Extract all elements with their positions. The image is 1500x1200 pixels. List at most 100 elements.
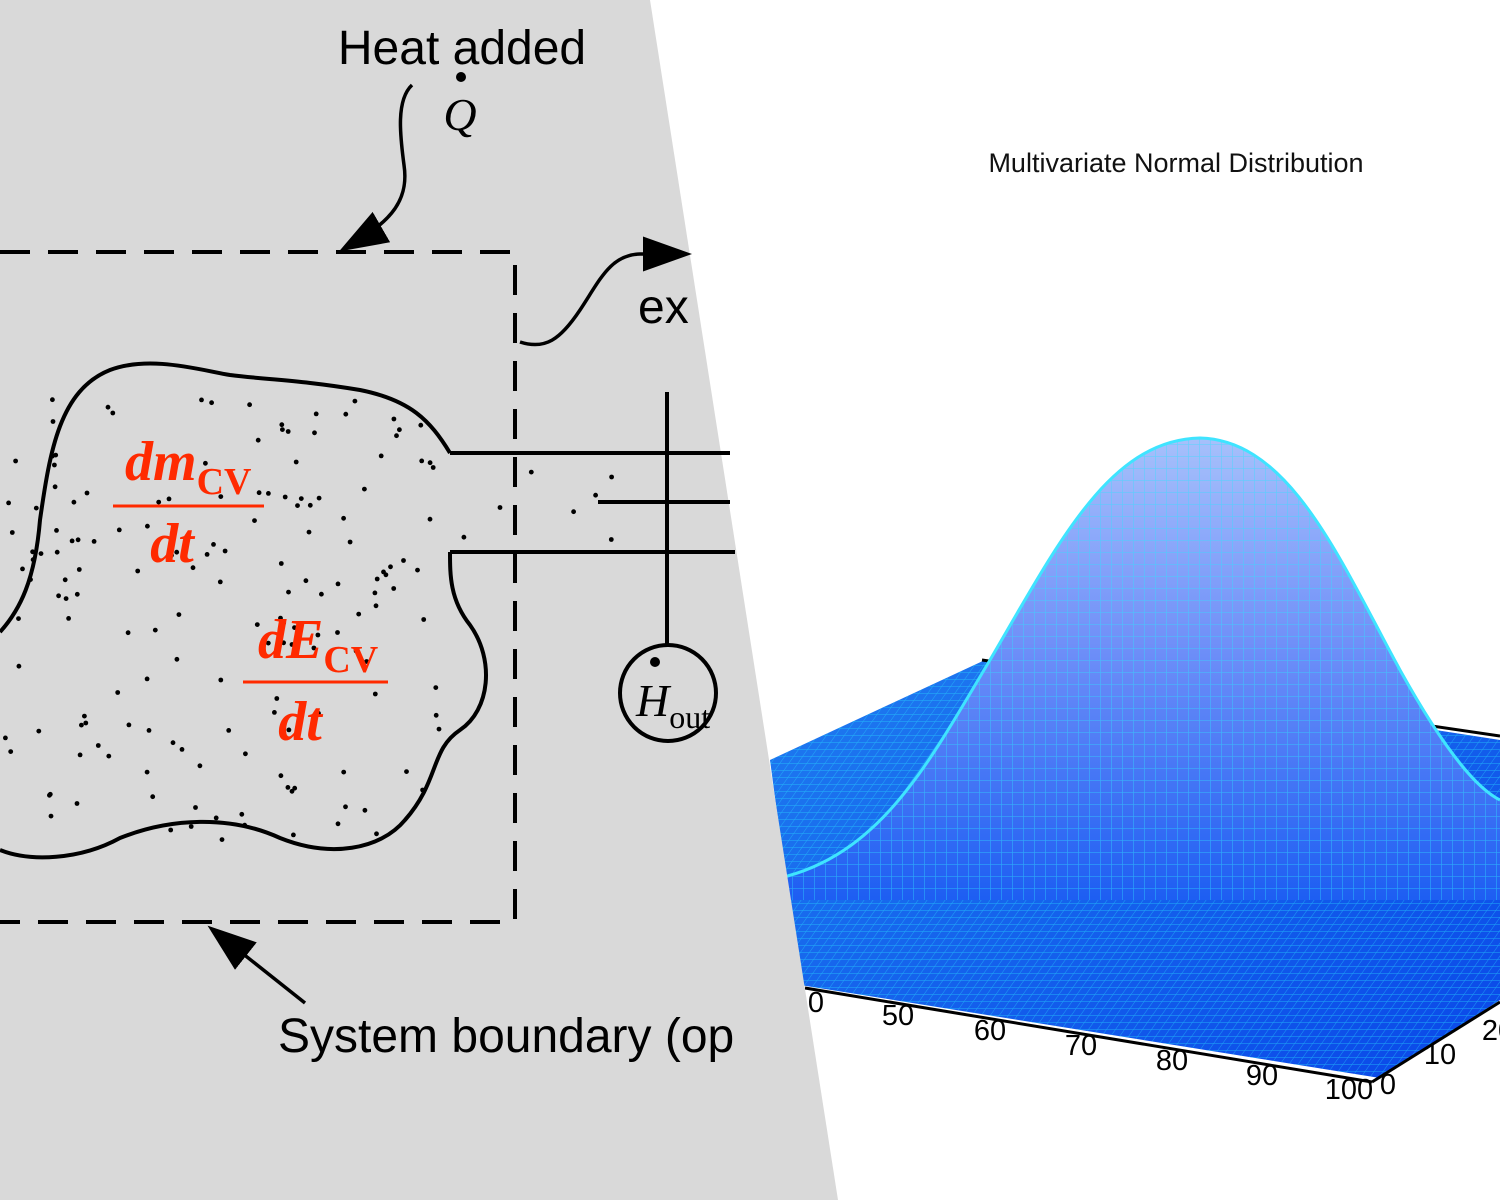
particle-dot bbox=[28, 577, 33, 582]
enthalpy-out-symbol: H bbox=[635, 675, 672, 726]
particle-dot bbox=[497, 505, 503, 510]
particle-dot bbox=[211, 542, 216, 547]
particle-dot bbox=[199, 397, 204, 403]
mass-rate-subscript: CV bbox=[197, 461, 252, 503]
particle-dot bbox=[30, 549, 35, 555]
particle-dot bbox=[353, 648, 359, 654]
particle-dot bbox=[213, 815, 219, 821]
y-tick-label: 0 bbox=[1380, 1069, 1396, 1101]
particle-dot bbox=[242, 822, 248, 828]
particle-dot bbox=[83, 720, 89, 726]
particle-dot bbox=[372, 590, 378, 596]
y-tick-label: 10 bbox=[1424, 1039, 1456, 1071]
particle-dot bbox=[144, 769, 150, 775]
particle-dot bbox=[217, 579, 223, 585]
particle-dot bbox=[343, 411, 349, 417]
particle-dot bbox=[289, 642, 295, 647]
particle-dot bbox=[16, 616, 21, 621]
particle-dot bbox=[6, 500, 11, 506]
surface-plot-panel: Multivariate Normal Distribution 0 50 60… bbox=[769, 148, 1500, 1106]
particle-dot bbox=[306, 529, 312, 535]
heat-rate-symbol: Q bbox=[443, 89, 476, 140]
particle-dot bbox=[401, 558, 406, 563]
particle-dot bbox=[316, 710, 321, 716]
particle-dot bbox=[197, 763, 203, 769]
particle-dots bbox=[3, 397, 614, 842]
particle-dot bbox=[48, 813, 54, 819]
particle-dot bbox=[255, 437, 261, 443]
particle-dot bbox=[418, 422, 424, 428]
particle-dot bbox=[256, 490, 262, 496]
particle-dot bbox=[3, 735, 8, 741]
particle-dot bbox=[49, 453, 55, 459]
particle-dot bbox=[116, 527, 122, 533]
particle-dot bbox=[415, 567, 420, 573]
particle-dot bbox=[266, 491, 271, 496]
particle-dot bbox=[150, 794, 156, 800]
particle-dot bbox=[218, 494, 224, 499]
particle-dot bbox=[16, 663, 22, 669]
particle-dot bbox=[289, 788, 295, 794]
control-volume-panel: Heat added Q ex dmCV dt dECV dt bbox=[0, 0, 838, 1200]
energy-rate-formula: dECV dt bbox=[243, 609, 388, 753]
particle-dot bbox=[82, 713, 87, 719]
particle-dot bbox=[190, 565, 196, 571]
particle-dot bbox=[286, 727, 292, 733]
particle-dot bbox=[203, 460, 208, 466]
work-arrow bbox=[519, 236, 692, 347]
particle-dot bbox=[176, 612, 182, 617]
particle-dot bbox=[243, 751, 248, 757]
particle-dot bbox=[593, 492, 598, 498]
particle-dot bbox=[433, 712, 439, 718]
particle-dot bbox=[313, 411, 319, 417]
particle-dot bbox=[281, 620, 287, 626]
particle-dot bbox=[152, 627, 158, 633]
x-tick-label: 80 bbox=[1156, 1045, 1188, 1077]
system-boundary bbox=[0, 250, 517, 924]
particle-dot bbox=[378, 453, 384, 459]
energy-rate-subscript: CV bbox=[323, 639, 378, 681]
particle-dot bbox=[372, 691, 378, 697]
particle-dot bbox=[397, 427, 402, 433]
particle-dot bbox=[364, 659, 369, 664]
x-tick-label: 70 bbox=[1065, 1030, 1097, 1062]
x-tick-label: 50 bbox=[882, 1000, 914, 1032]
particle-dot bbox=[144, 676, 150, 682]
particle-dot bbox=[280, 427, 285, 432]
particle-dot bbox=[388, 564, 393, 570]
particle-dot bbox=[282, 494, 288, 500]
particle-dot bbox=[285, 785, 291, 790]
particle-dot bbox=[75, 537, 81, 543]
particle-dot bbox=[50, 419, 56, 424]
particle-dot bbox=[145, 523, 150, 529]
particle-dot bbox=[286, 589, 291, 595]
particle-dot bbox=[36, 728, 42, 734]
particle-dot bbox=[13, 458, 18, 464]
particle-dot bbox=[427, 460, 433, 466]
particle-dot bbox=[430, 465, 436, 470]
gaussian-peak-outline bbox=[769, 436, 1500, 882]
svg-text:Hout: Hout bbox=[635, 675, 710, 735]
particle-dot bbox=[265, 640, 271, 646]
particle-dot bbox=[335, 821, 341, 827]
particle-dot bbox=[373, 603, 379, 609]
particle-dot bbox=[239, 811, 245, 817]
particle-dot bbox=[168, 827, 174, 833]
mass-rate-denominator: dt bbox=[150, 513, 195, 575]
particle-dot bbox=[427, 516, 433, 522]
particle-dot bbox=[174, 656, 180, 662]
heat-rate-dot bbox=[456, 72, 466, 82]
y-tick-label: 20 bbox=[1482, 1015, 1500, 1047]
x-axis-ticks: 0 50 60 70 80 90 100 bbox=[808, 987, 1373, 1106]
particle-dot bbox=[188, 824, 194, 829]
particle-dot bbox=[419, 458, 425, 464]
particle-dot bbox=[125, 630, 131, 636]
enthalpy-out-circle bbox=[618, 643, 718, 743]
particle-dot bbox=[420, 787, 425, 793]
particle-dot bbox=[169, 552, 174, 558]
particle-dot bbox=[278, 773, 284, 779]
particle-dot bbox=[298, 496, 304, 501]
particle-dot bbox=[278, 561, 284, 566]
particle-dot bbox=[8, 749, 14, 754]
